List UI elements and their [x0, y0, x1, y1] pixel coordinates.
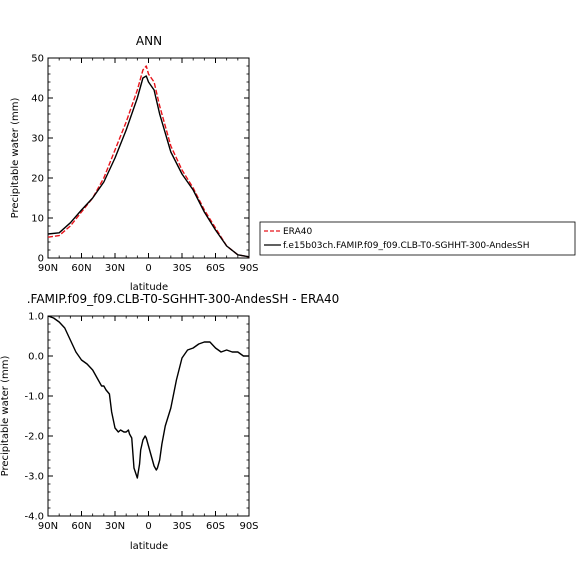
y-tick-label: 1.0	[28, 312, 44, 323]
bottom-panel: .FAMIP.f09_f09.CLB-T0-SGHHT-300-AndesSH …	[0, 292, 339, 552]
bottom-chart-title: .FAMIP.f09_f09.CLB-T0-SGHHT-300-AndesSH …	[27, 292, 340, 306]
top-plot-frame	[47, 57, 250, 259]
y-tick-label: 0	[38, 254, 44, 265]
y-tick-label: 40	[31, 94, 44, 105]
bottom-series-group	[47, 315, 249, 479]
series-line-0	[47, 315, 249, 479]
x-tick-label: 30S	[172, 263, 191, 274]
series-line-1	[47, 75, 250, 258]
x-tick-label: 30N	[105, 521, 125, 532]
legend-box	[259, 221, 576, 256]
bottom-y-axis-title: Precipitable water (mm)	[0, 356, 11, 477]
x-tick-label: 60S	[206, 263, 225, 274]
x-tick-label: 30N	[105, 263, 125, 274]
x-tick-label: 90S	[239, 521, 258, 532]
x-tick-label: 0	[145, 521, 151, 532]
series-line-0	[47, 65, 250, 258]
y-tick-label: 10	[31, 214, 44, 225]
x-tick-label: 30S	[172, 521, 191, 532]
x-tick-label: 90N	[38, 263, 58, 274]
y-tick-label: -3.0	[24, 472, 44, 483]
y-tick-label: -2.0	[24, 432, 44, 443]
x-tick-label: 60N	[71, 263, 91, 274]
bottom-x-axis-title: latitude	[130, 541, 168, 552]
y-tick-label: 20	[31, 174, 44, 185]
x-tick-label: 90S	[239, 263, 258, 274]
y-tick-label: -1.0	[24, 392, 44, 403]
y-tick-label: 30	[31, 134, 44, 145]
x-tick-label: 90N	[38, 521, 58, 532]
x-tick-label: 60N	[71, 521, 91, 532]
legend-label-era40: ERA40	[283, 227, 312, 237]
y-tick-label: -4.0	[24, 512, 44, 523]
y-tick-label: 0.0	[28, 352, 44, 363]
legend: ERA40 f.e15b03ch.FAMIP.f09_f09.CLB-T0-SG…	[259, 221, 576, 256]
top-axis-ticks: 0 10 20 30 40 50 90N 60N 30N 0 30S 60S 90S	[31, 54, 258, 275]
x-tick-label: 0	[145, 263, 151, 274]
y-tick-label: 50	[31, 54, 44, 65]
top-x-axis-title: latitude	[130, 282, 168, 293]
legend-label-model: f.e15b03ch.FAMIP.f09_f09.CLB-T0-SGHHT-30…	[283, 241, 529, 251]
x-tick-label: 60S	[206, 521, 225, 532]
top-panel: ANN 0 10 20 30 40 50 90N 60N 30N 0 30S 60S 90S latit…	[10, 34, 259, 293]
bottom-plot-frame	[47, 315, 250, 517]
top-y-axis-title: Precipitable water (mm)	[10, 98, 21, 219]
top-chart-title: ANN	[136, 34, 162, 48]
top-series-group	[47, 65, 250, 258]
